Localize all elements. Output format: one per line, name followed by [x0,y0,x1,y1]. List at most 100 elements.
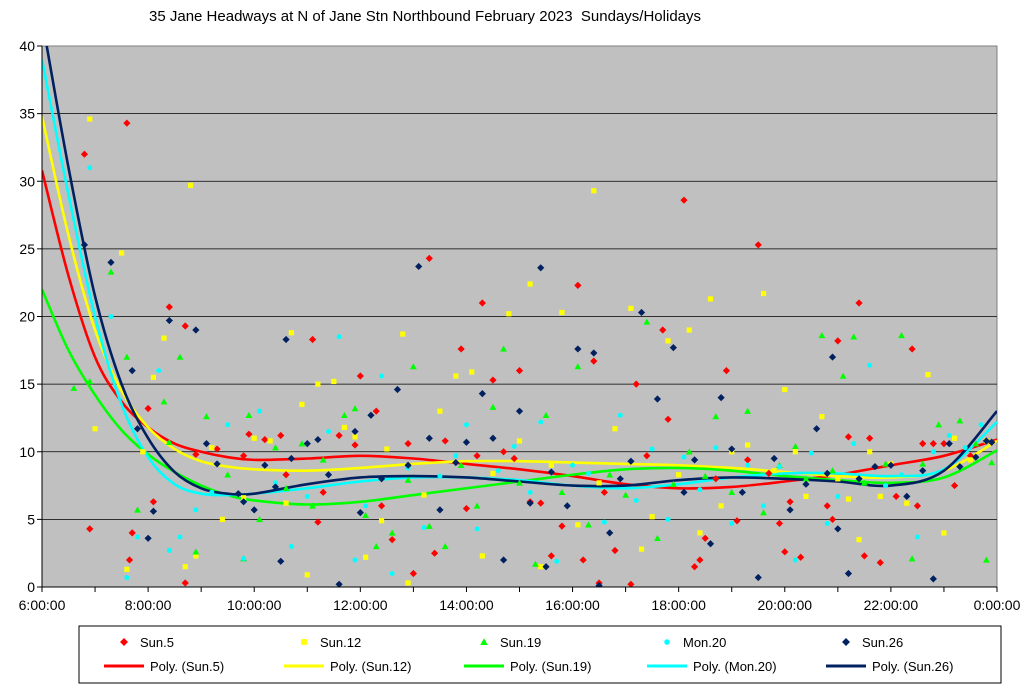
data-point [856,537,862,543]
data-point [437,473,443,479]
data-point [956,463,964,471]
data-point [287,454,295,463]
data-point [314,435,322,444]
data-point [904,500,910,506]
data-point [272,444,279,451]
data-point [187,182,194,188]
legend-label: Sun.26 [862,635,903,650]
data-point [377,502,386,510]
data-point [871,463,879,471]
data-point [542,563,550,571]
data-point [128,367,136,375]
data-point [409,569,417,578]
data-point [133,425,142,433]
data-point [690,456,699,464]
data-point [425,434,433,442]
data-point [176,353,184,360]
x-tick-label: 10:00:00 [227,597,282,613]
data-point [156,368,162,374]
data-point [940,440,948,448]
data-point [499,556,508,564]
legend-label: Mon.20 [683,635,726,650]
data-point [665,338,671,344]
trendline [42,59,997,497]
data-point [596,480,602,486]
data-point [867,362,873,368]
data-point [627,457,635,465]
data-point [351,427,359,436]
data-point [209,489,215,495]
x-tick-label: 18:00:00 [651,597,706,613]
data-point [590,349,598,357]
data-point [516,438,523,444]
data-point [717,394,725,402]
data-point [628,305,634,311]
data-point [301,639,307,645]
data-point [972,440,980,447]
x-tick-label: 20:00:00 [758,597,813,613]
data-point [765,469,773,477]
data-point [760,509,767,516]
data-point [282,335,290,344]
data-point [839,372,847,379]
data-point [728,445,736,453]
data-point [547,552,555,560]
data-point [437,408,443,414]
data-point [372,543,380,550]
data-point [680,196,688,204]
y-tick-label: 20 [19,309,35,325]
data-point [462,438,471,446]
data-point [819,413,825,420]
data-point [681,454,687,460]
data-point [929,440,937,448]
x-tick-label: 8:00:00 [125,597,172,613]
data-point [240,452,248,460]
data-point [899,472,904,478]
data-point [261,461,269,469]
data-point [499,448,508,456]
data-point [611,546,619,555]
data-point [823,469,831,477]
data-point [978,422,984,428]
data-point [462,504,471,513]
data-point [988,438,996,446]
x-tick-label: 0:00:00 [974,597,1021,613]
data-point [835,493,841,499]
data-point [563,502,571,510]
data-point [834,525,842,533]
x-tick-label: 12:00:00 [333,597,388,613]
data-point [542,411,550,418]
data-point [404,461,412,469]
data-point [591,188,597,194]
data-point [308,335,317,344]
data-point [245,411,253,418]
data-point [745,442,751,448]
data-point [405,580,411,586]
data-point [506,311,512,317]
data-point [988,459,996,466]
data-point [181,322,189,330]
data-point [335,580,343,587]
data-point [761,503,767,509]
data-point [935,421,943,428]
data-point [729,520,735,526]
data-point [570,462,576,468]
chart-title: 35 Jane Headways at N of Jane Stn Northb… [149,8,701,25]
data-point [209,445,215,451]
data-point [425,522,433,529]
data-point [855,299,863,307]
data-point [298,440,306,447]
data-point [548,462,554,468]
data-point [315,381,321,387]
data-point [982,556,990,563]
data-point [851,441,857,447]
data-point [754,241,762,249]
data-point [272,480,278,486]
data-point [950,481,959,490]
data-point [632,380,640,388]
data-point [367,411,375,419]
y-tick-label: 35 [19,106,35,122]
data-point [135,534,140,540]
data-point [453,373,459,379]
data-point [241,556,247,562]
